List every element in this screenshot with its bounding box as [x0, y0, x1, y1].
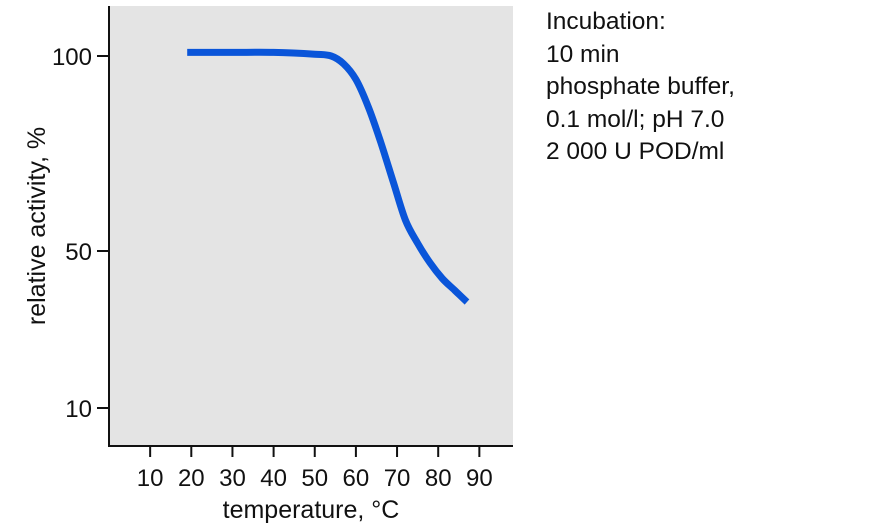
- x-tick-label: 10: [137, 465, 164, 492]
- annotation-line-1: Incubation:: [546, 8, 666, 35]
- x-ticks: 10 20 30 40 50 60 70 80 90: [137, 446, 493, 492]
- x-tick-label: 80: [425, 465, 452, 492]
- x-tick-label: 20: [178, 465, 205, 492]
- annotation-line-2: 10 min: [546, 40, 620, 68]
- x-tick-label: 60: [343, 465, 370, 492]
- y-axis-title: relative activity, %: [23, 127, 51, 325]
- plot-area: [109, 6, 513, 446]
- y-ticks: 10 50 100: [52, 44, 109, 423]
- y-tick-label: 100: [52, 44, 92, 71]
- incubation-annotation: Incubation: 10 min phosphate buffer, 0.1…: [546, 6, 735, 169]
- activity-curve: [187, 48, 470, 305]
- x-axis-title: temperature, °C: [223, 496, 400, 524]
- x-tick-label: 30: [219, 465, 246, 492]
- x-tick-label: 40: [260, 465, 287, 492]
- y-tick-label: 10: [65, 396, 92, 423]
- annotation-line-5: 2 000 U POD/ml: [546, 138, 725, 165]
- y-tick-label: 50: [65, 239, 92, 266]
- annotation-line-4: 0.1 mol/l; pH 7.0: [546, 105, 725, 133]
- x-tick-label: 50: [301, 465, 328, 492]
- x-tick-label: 90: [466, 465, 493, 492]
- annotation-line-3: phosphate buffer,: [546, 73, 735, 100]
- x-tick-label: 70: [384, 465, 411, 492]
